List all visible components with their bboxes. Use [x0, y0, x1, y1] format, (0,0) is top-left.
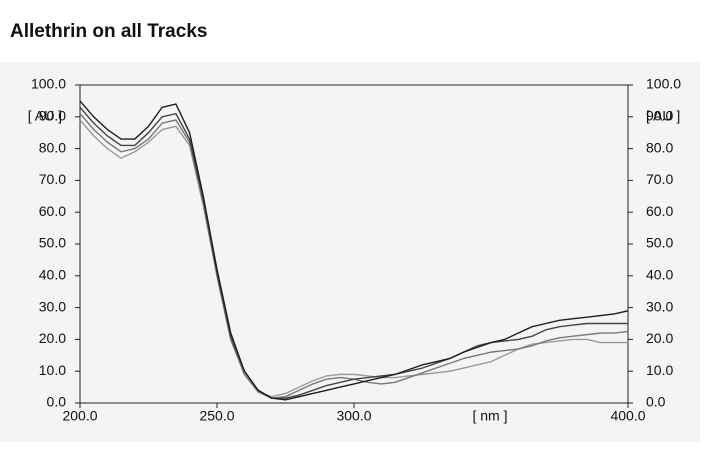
x-tick-label: 250.0 — [199, 408, 234, 424]
x-tick-label: 400.0 — [610, 408, 645, 424]
y-tick-label: 10.0 — [39, 362, 66, 378]
y-tick-label: 0.0 — [47, 394, 67, 410]
y-tick-label: 60.0 — [39, 203, 66, 219]
x-axis-label: [ nm ] — [472, 408, 507, 424]
y-tick-label-right: 100.0 — [646, 76, 681, 92]
y-tick-label: 40.0 — [39, 267, 66, 283]
data-line — [79, 100, 629, 401]
y-tick-label-right: 80.0 — [646, 139, 673, 155]
y-tick-label-right: 60.0 — [646, 203, 673, 219]
y-tick-label: 100.0 — [31, 76, 66, 92]
y-tick-label-right: 30.0 — [646, 298, 673, 314]
y-tick-label-right: 40.0 — [646, 267, 673, 283]
y-axis-label-right: [ AU ] — [646, 108, 680, 124]
y-tick-label: 90.0 — [39, 108, 66, 124]
data-line — [79, 106, 628, 399]
y-tick-label-right: 0.0 — [646, 394, 666, 410]
y-axis-label: [ AU ] — [28, 108, 62, 124]
y-tick-label-right: 20.0 — [646, 330, 673, 346]
y-tick-label: 50.0 — [39, 235, 66, 251]
y-tick-label-right: 90.0 — [646, 108, 673, 124]
x-tick-label: 300.0 — [336, 408, 371, 424]
y-tick-label: 70.0 — [39, 171, 66, 187]
y-tick-label-right: 50.0 — [646, 235, 673, 251]
y-tick-label-right: 70.0 — [646, 171, 673, 187]
y-tick-label: 30.0 — [39, 298, 66, 314]
y-tick-label-right: 10.0 — [646, 362, 673, 378]
y-tick-label: 80.0 — [39, 139, 66, 155]
chart-title: Allethrin on all Tracks — [10, 21, 207, 42]
y-tick-label: 20.0 — [39, 330, 66, 346]
x-tick-label: 200.0 — [62, 408, 97, 424]
